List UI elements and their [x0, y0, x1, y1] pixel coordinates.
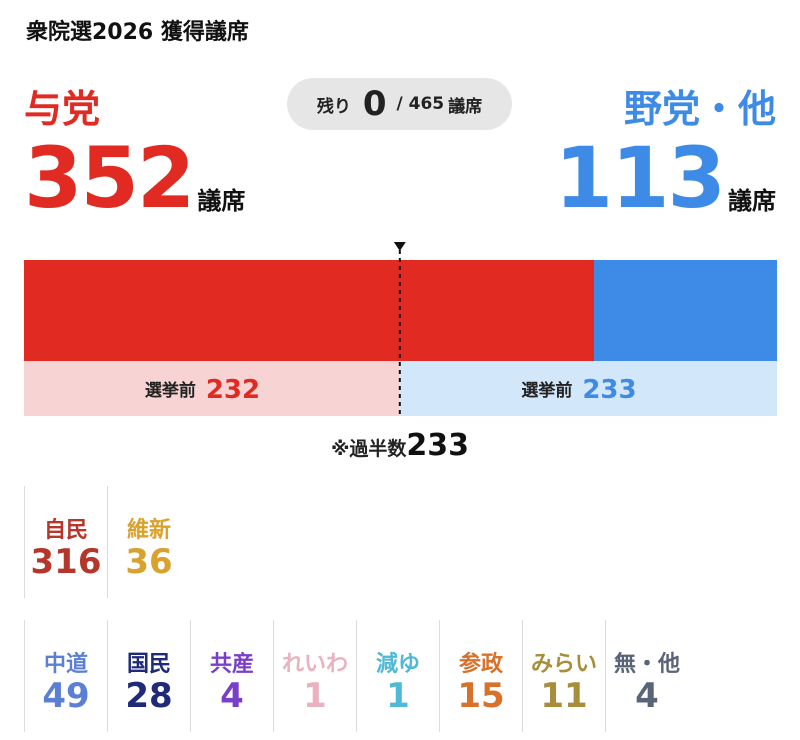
opposition-seats-unit: 議席 [728, 187, 776, 215]
previous-ruling-label: 選挙前 [145, 380, 196, 401]
previous-opposition-bar [399, 361, 777, 416]
majority-label: ※過半数 [330, 438, 407, 460]
ruling-seat-count: 352 議席 [24, 136, 245, 220]
party-name: 維新 [126, 518, 171, 543]
remaining-seats-pill: 残り 0 / 465 議席 [287, 78, 512, 130]
party-cell: 参政 15 [439, 620, 522, 732]
ruling-bar [24, 260, 595, 361]
party-seats: 15 [457, 676, 505, 716]
party-cell: 国民 28 [107, 620, 190, 732]
party-cell: 共産 4 [190, 620, 273, 732]
party-name: 中道 [43, 652, 88, 677]
remaining-unit: 議席 [448, 96, 483, 117]
party-seats: 36 [125, 542, 173, 582]
ruling-coalition-label: 与党 [24, 87, 101, 131]
party-seats: 316 [30, 542, 102, 582]
majority-marker [393, 242, 406, 251]
party-name: れいわ [281, 652, 348, 677]
party-cell: れいわ 1 [273, 620, 356, 732]
remaining-total: / 465 [396, 94, 445, 114]
seat-bar-chart: 選挙前 232 選挙前 233 [24, 242, 777, 416]
party-seats: 28 [125, 676, 173, 716]
party-name: 国民 [126, 652, 171, 677]
opposition-bar [594, 260, 777, 361]
party-cell: みらい 11 [522, 620, 605, 732]
previous-ruling-value: 232 [206, 375, 260, 405]
party-seats: 49 [42, 676, 90, 716]
previous-ruling-bar [24, 361, 400, 416]
opposition-label: 野党・他 [623, 87, 776, 131]
party-name: 共産 [209, 652, 254, 677]
page-title: 衆院選2026 獲得議席 [26, 20, 249, 45]
opposition-seats-number: 113 [554, 129, 726, 227]
party-name: 無・他 [613, 652, 680, 677]
party-cell: 減ゆ 1 [356, 620, 439, 732]
remaining-value: 0 [362, 84, 387, 124]
party-name: 減ゆ [375, 652, 420, 677]
party-seats: 4 [635, 676, 659, 716]
party-seats: 4 [220, 676, 244, 716]
party-name: 自民 [43, 518, 88, 543]
party-name: みらい [530, 652, 597, 677]
majority-value: 233 [406, 428, 470, 463]
ruling-seats-number: 352 [24, 129, 195, 227]
party-cell: 無・他 4 [605, 620, 688, 732]
previous-opposition-value: 233 [582, 375, 636, 405]
party-cell: 自民 316 [24, 486, 107, 598]
majority-note: ※過半数233 [0, 428, 800, 463]
ruling-seats-unit: 議席 [197, 187, 246, 215]
party-cell: 中道 49 [24, 620, 107, 732]
remaining-label: 残り [316, 96, 351, 117]
party-seats: 11 [540, 676, 588, 716]
party-cell: 維新 36 [107, 486, 190, 598]
opposition-seat-count: 113 議席 [555, 136, 776, 220]
party-seats: 1 [303, 676, 327, 716]
previous-opposition-label: 選挙前 [521, 380, 572, 401]
party-name: 参政 [458, 652, 503, 677]
party-seats: 1 [386, 676, 410, 716]
